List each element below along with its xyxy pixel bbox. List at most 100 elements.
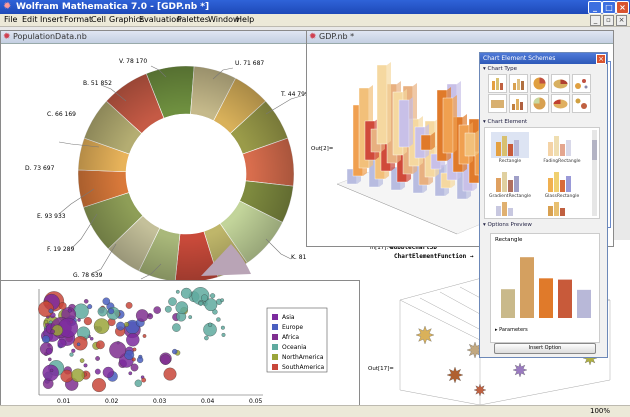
doc-restore-icon[interactable]: ▫ — [603, 15, 614, 26]
bubble-3d-star — [512, 362, 528, 378]
legend-swatch-asia — [272, 314, 278, 320]
bubble-point — [87, 304, 93, 310]
bubble-point — [220, 325, 225, 330]
gdp-bar-side — [453, 95, 457, 153]
notebook-icon-gdp: ✹ — [309, 32, 317, 42]
bubble-point — [198, 301, 204, 306]
element-glassrectangle[interactable] — [543, 168, 581, 194]
legend-swatch-oceania — [272, 344, 278, 350]
preview-bar — [520, 257, 534, 318]
minimize-icon[interactable]: _ — [588, 1, 602, 14]
donut-label-k: K. 81 — [291, 254, 307, 261]
bubble-point — [69, 352, 74, 357]
gdp-cell-bracket[interactable] — [607, 61, 611, 228]
chart-type-rect[interactable] — [488, 94, 507, 113]
menu-palettes[interactable]: Palettes — [177, 15, 209, 24]
bubble-point — [180, 287, 192, 299]
chart-type-bar-3d[interactable] — [509, 74, 528, 93]
bubble-point — [221, 332, 226, 337]
element-list-scrollbar[interactable] — [592, 130, 597, 216]
chart-type-sector-3d[interactable] — [551, 94, 570, 113]
bubble-code-line-1[interactable]: BubbleChart3D — [390, 244, 437, 251]
bubble-point — [89, 336, 94, 341]
close-icon[interactable]: × — [616, 1, 629, 14]
doc-close-icon[interactable]: × — [616, 15, 627, 26]
bubble-point — [58, 302, 67, 310]
bubble-point — [92, 378, 106, 393]
bubble-point — [44, 319, 49, 324]
insert-option-button[interactable]: Insert Option — [494, 343, 596, 354]
donut-leader-lines — [58, 65, 302, 280]
chart-type-sector[interactable] — [530, 94, 549, 113]
chart-type-section-header[interactable]: ▾ Chart Type — [483, 66, 518, 72]
donut-label-t: T. 44 799 — [280, 91, 309, 98]
options-preview-section-header[interactable]: ▾ Options Preview — [483, 222, 532, 228]
status-bar: 100% — [0, 405, 630, 417]
chart-type-bubble-3d[interactable] — [572, 94, 591, 113]
bubble-point — [96, 340, 105, 350]
gdp-notebook-titlebar[interactable]: ✹ GDP.nb * — [307, 31, 613, 44]
menu-window[interactable]: Window — [208, 15, 240, 24]
x-tick-5: 0.05 — [249, 398, 263, 405]
donut-label-u: U. 71 687 — [235, 60, 264, 67]
bubble-point — [168, 297, 177, 306]
menu-file[interactable]: File — [4, 15, 18, 24]
chart-element-section-header[interactable]: ▾ Chart Element — [483, 119, 528, 125]
menu-graphics[interactable]: Graphics — [109, 15, 145, 24]
bubble-3d-star — [415, 325, 435, 345]
maximize-icon[interactable]: □ — [602, 1, 616, 14]
chart-type-pie-3d[interactable] — [551, 74, 570, 93]
menu-help[interactable]: Help — [236, 15, 255, 24]
element-rectangle[interactable] — [491, 132, 529, 158]
bubble-point — [97, 306, 108, 317]
palette-close-icon[interactable]: × — [596, 54, 606, 64]
menu-evaluation[interactable]: Evaluation — [139, 15, 182, 24]
zoom-level[interactable]: 100% — [590, 407, 611, 415]
bubble-point — [135, 309, 149, 322]
menu-edit[interactable]: Edit — [22, 15, 38, 24]
gdp-out-label: Out[2]= — [311, 146, 334, 152]
chart-type-bar[interactable] — [488, 74, 507, 93]
gdp-bar-side — [387, 62, 391, 144]
legend-swatch-europe — [272, 324, 278, 330]
bubble-3d-star — [473, 383, 487, 397]
parameters-toggle[interactable]: ▸ Parameters — [495, 327, 528, 333]
bubble-point — [204, 298, 218, 312]
bubble-point — [45, 347, 53, 355]
menu-insert[interactable]: Insert — [40, 15, 63, 24]
bubble-point — [49, 368, 54, 373]
donut-label-v: V. 78 170 — [119, 58, 147, 65]
population-notebook-window: ✹ PopulationData.nb V. 78 170 U. 71 687 … — [0, 30, 362, 282]
element-rectangle-label: Rectangle — [498, 159, 522, 164]
element-fadingrectangle-label: FadingRectangle — [543, 159, 581, 164]
options-preview-panel: Rectangle ▸ Parameters — [490, 233, 600, 343]
element-more-1[interactable] — [491, 200, 529, 216]
bubble-point — [136, 356, 144, 364]
bubble-point — [102, 297, 111, 306]
bubble-point — [175, 301, 189, 314]
legend-swatch-southamerica — [272, 364, 278, 370]
bubble-points — [38, 287, 226, 393]
bubble-point — [102, 366, 114, 378]
bubble-point — [163, 367, 177, 381]
doc-minimize-icon[interactable]: _ — [590, 15, 601, 26]
element-gradientrectangle[interactable] — [491, 168, 529, 194]
chart-type-bubble[interactable] — [572, 74, 591, 93]
population-notebook-titlebar[interactable]: ✹ PopulationData.nb — [1, 31, 361, 44]
chart-type-histogram[interactable] — [509, 94, 528, 113]
bubble-point — [76, 342, 81, 347]
element-fadingrectangle[interactable] — [543, 132, 581, 158]
bubble-point — [153, 306, 161, 314]
chart-type-pie[interactable] — [530, 74, 549, 93]
bubble-point — [124, 322, 129, 327]
menu-format[interactable]: Format — [64, 15, 93, 24]
palette-title: Chart Element Schemes — [483, 55, 556, 62]
x-tick-3: 0.03 — [153, 398, 167, 405]
notebook-icon: ✹ — [3, 32, 11, 42]
palette-titlebar[interactable]: Chart Element Schemes — [480, 53, 607, 64]
bubble-out-label: Out[17]= — [368, 366, 394, 372]
menu-cell[interactable]: Cell — [91, 15, 106, 24]
bubble-code-line-2[interactable]: ChartElementFunction → — [394, 253, 474, 260]
preview-bar — [577, 289, 591, 318]
element-more-2[interactable] — [543, 200, 581, 216]
